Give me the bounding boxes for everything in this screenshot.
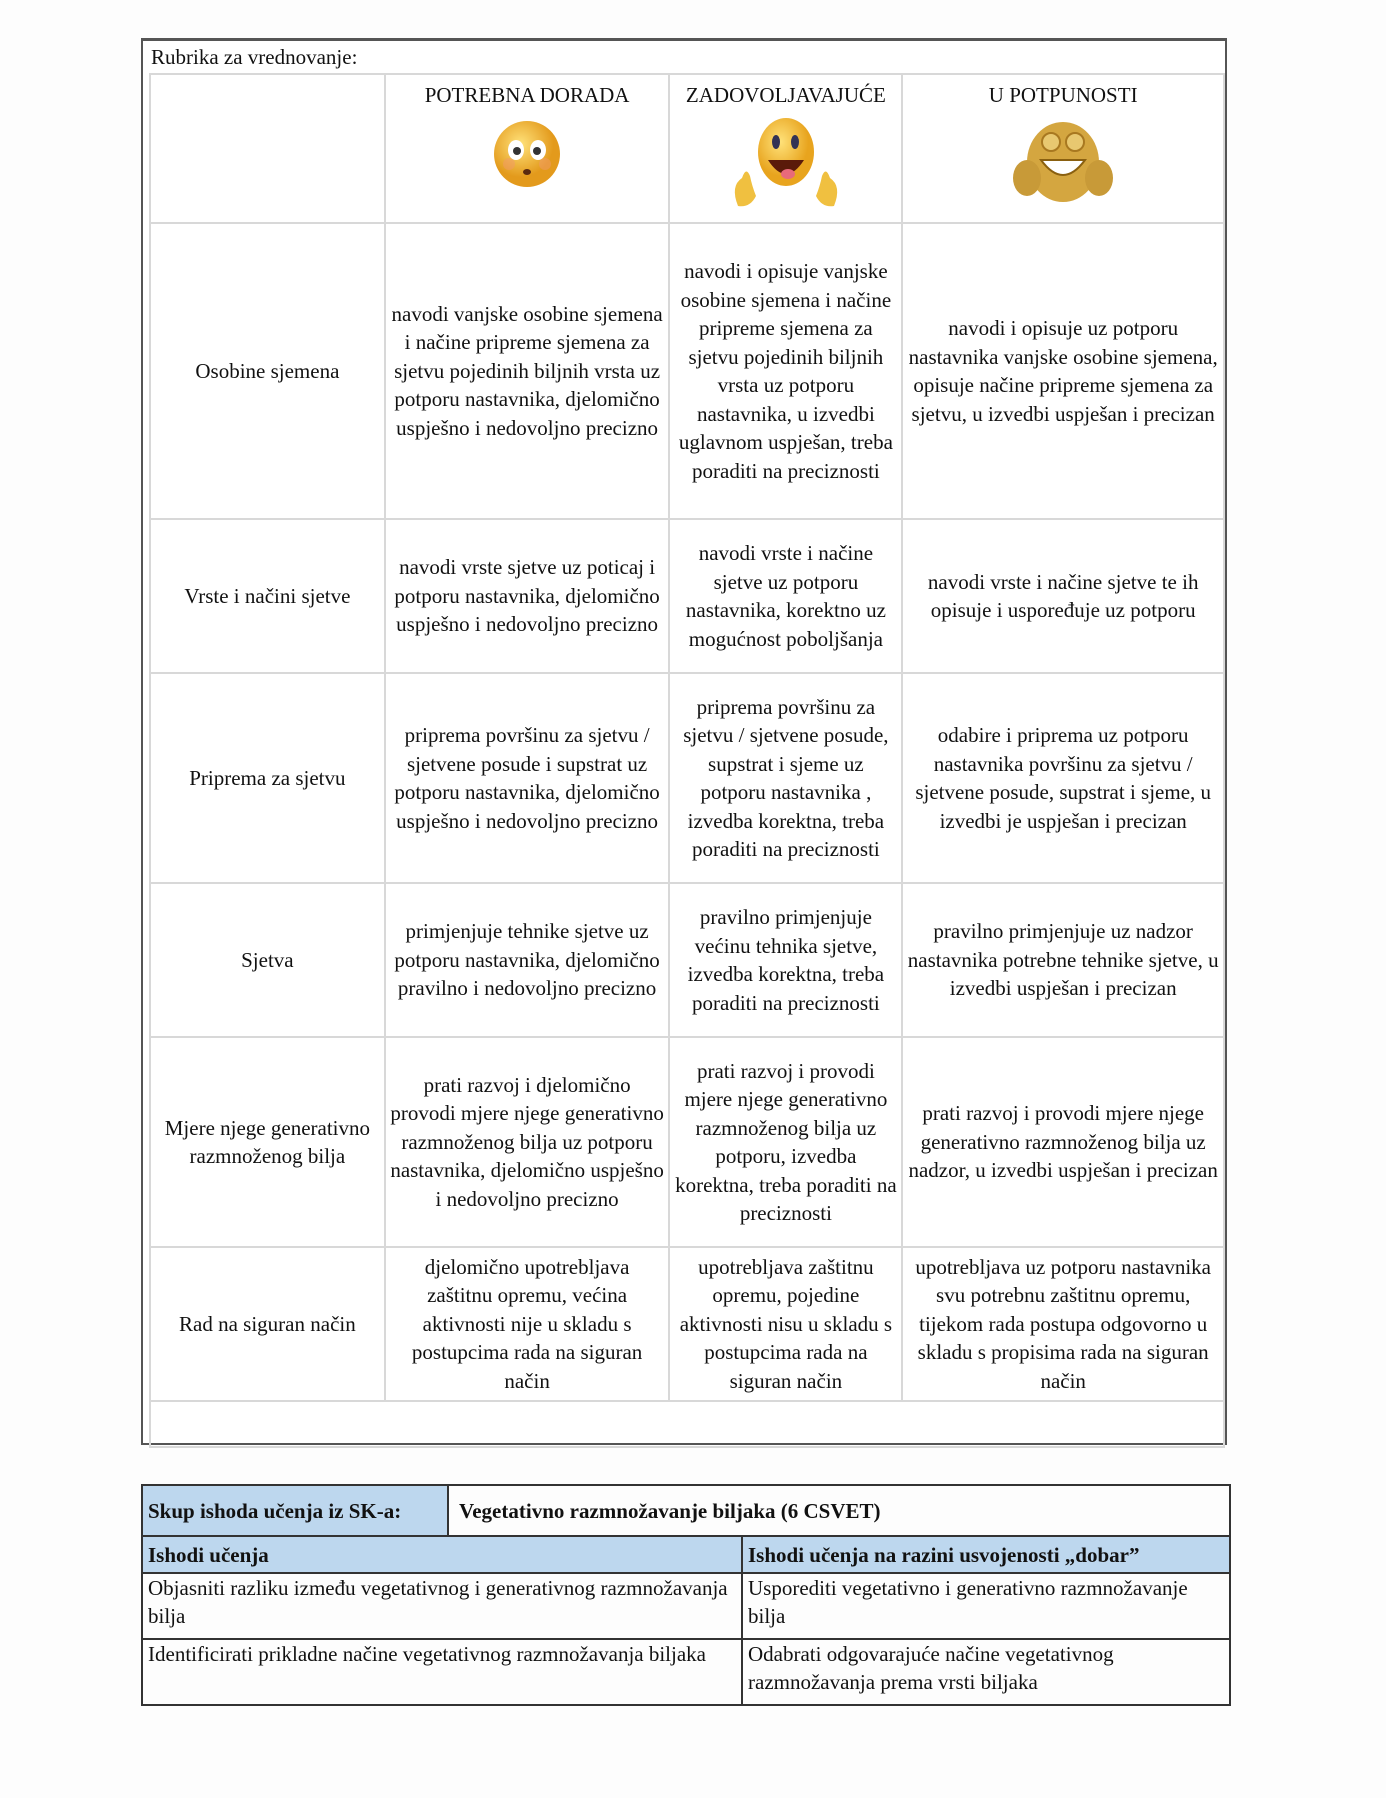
rubric-cell: pravilno primjenjuje većinu tehnika sjet…: [668, 882, 904, 1038]
rubric-cell: prati razvoj i provodi mjere njege gener…: [668, 1036, 904, 1248]
rubric-cell: navodi vrste i načine sjetve uz potporu …: [668, 518, 904, 674]
rubric-cell: odabire i priprema uz potporu nastavnika…: [901, 672, 1225, 884]
rubric-cell: navodi vrste i načine sjetve te ih opisu…: [901, 518, 1225, 674]
col-header-good-level: Ishodi učenja na razini usvojenosti „dob…: [740, 1535, 1232, 1574]
rubric-cell: primjenjuje tehnike sjetve uz potporu na…: [383, 882, 671, 1038]
outcome-set-row: Skup ishoda učenja iz SK-a: Vegetativno …: [141, 1484, 1232, 1537]
criterion-cell: Priprema za sjetvu: [149, 672, 386, 884]
rubric-row: Vrste i načini sjetve navodi vrste sjetv…: [149, 518, 1225, 674]
flushed-face-icon: [494, 120, 561, 187]
outcome-good-cell: Odabrati odgovarajuće načine vegetativno…: [740, 1638, 1232, 1706]
level-title: U POTPUNOSTI: [988, 83, 1138, 107]
rubric-cell: prati razvoj i djelomično provodi mjere …: [383, 1036, 671, 1248]
criterion-cell: Mjere njege generativno razmnoženog bilj…: [149, 1036, 386, 1248]
level-header: POTREBNA DORADA: [383, 73, 671, 224]
outcomes-table: Skup ishoda učenja iz SK-a: Vegetativno …: [141, 1484, 1232, 1706]
rubric-row: Osobine sjemena navodi vanjske osobine s…: [149, 222, 1225, 520]
rubric-cell: djelomično upotrebljava zaštitnu opremu,…: [383, 1246, 671, 1402]
criterion-cell: Sjetva: [149, 882, 386, 1038]
empty-header-cell: [149, 73, 386, 224]
set-value: Vegetativno razmnožavanje biljaka (6 CSV…: [446, 1484, 1232, 1537]
outcome-cell: Identificirati prikladne načine vegetati…: [141, 1638, 743, 1706]
rubric-header-row: POTREBNA DORADA ZADOVOLJAVAJUĆE: [149, 73, 1225, 224]
rubric-cell: navodi vrste sjetve uz poticaj i potporu…: [383, 518, 671, 674]
grinning-thumbs-up-smiley-icon: [1013, 121, 1114, 202]
rubric-cell: upotrebljava uz potporu nastavnika svu p…: [901, 1246, 1225, 1402]
rubric-table: POTREBNA DORADA ZADOVOLJAVAJUĆE: [149, 73, 1225, 1448]
level-title: POTREBNA DORADA: [424, 83, 630, 107]
rubric-label: Rubrika za vrednovanje:: [151, 45, 358, 69]
col-header-outcomes: Ishodi učenja: [141, 1535, 743, 1574]
rubric-row: Sjetva primjenjuje tehnike sjetve uz pot…: [149, 882, 1225, 1038]
rubric-cell: upotrebljava zaštitnu opremu, pojedine a…: [668, 1246, 904, 1402]
outcomes-header-row: Ishodi učenja Ishodi učenja na razini us…: [141, 1535, 1232, 1574]
outcome-cell: Objasniti razliku između vegetativnog i …: [141, 1572, 743, 1640]
rubric-row: Rad na siguran način djelomično upotrebl…: [149, 1246, 1225, 1402]
rubric-cell: navodi i opisuje uz potporu nastavnika v…: [901, 222, 1225, 520]
rubric-row: Priprema za sjetvu priprema površinu za …: [149, 672, 1225, 884]
rubric-cell: priprema površinu za sjetvu / sjetvene p…: [383, 672, 671, 884]
level-title: ZADOVOLJAVAJUĆE: [685, 83, 886, 107]
criterion-cell: Vrste i načini sjetve: [149, 518, 386, 674]
rubric-cell: pravilno primjenjuje uz nadzor nastavnik…: [901, 882, 1225, 1038]
rubric-box: Rubrika za vrednovanje: POTREBNA DORADA …: [141, 38, 1227, 1448]
outcome-good-cell: Usporediti vegetativno i generativno raz…: [740, 1572, 1232, 1640]
rubric-row: Mjere njege generativno razmnoženog bilj…: [149, 1036, 1225, 1248]
outcome-row: Objasniti razliku između vegetativnog i …: [141, 1572, 1232, 1640]
outcome-row: Identificirati prikladne načine vegetati…: [141, 1638, 1232, 1706]
set-label: Skup ishoda učenja iz SK-a:: [141, 1484, 449, 1537]
rubric-cell: navodi vanjske osobine sjemena i načine …: [383, 222, 671, 520]
rubric-cell: priprema površinu za sjetvu / sjetvene p…: [668, 672, 904, 884]
criterion-cell: Osobine sjemena: [149, 222, 386, 520]
rubric-cell: navodi i opisuje vanjske osobine sjemena…: [668, 222, 904, 520]
level-header: ZADOVOLJAVAJUĆE: [668, 73, 904, 224]
criterion-cell: Rad na siguran način: [149, 1246, 386, 1402]
level-header: U POTPUNOSTI: [901, 73, 1225, 224]
rubric-cell: prati razvoj i provodi mjere njege gener…: [901, 1036, 1225, 1248]
thumbs-up-smiley-icon: [734, 117, 838, 206]
empty-row: [149, 1400, 1225, 1448]
empty-cell: [149, 1400, 1225, 1448]
